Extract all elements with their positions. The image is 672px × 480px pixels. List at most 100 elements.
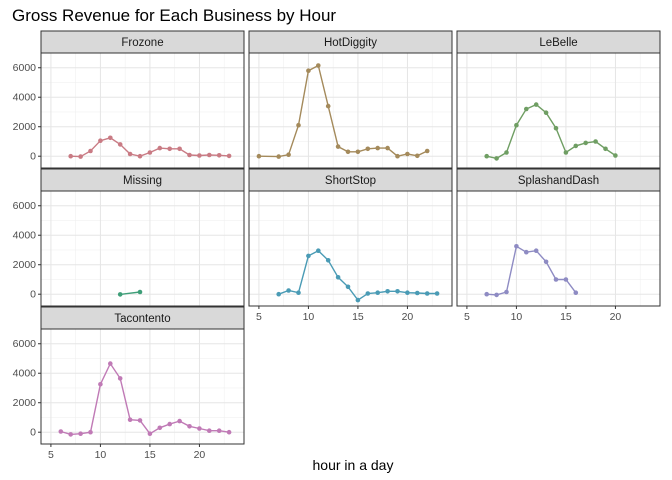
facet-strip-label: SplashandDash [518, 175, 599, 187]
data-point [573, 143, 579, 149]
data-point [117, 142, 123, 147]
data-point [504, 150, 509, 155]
facet-panel-missing: Missing 0 2000 4000 6000 [13, 168, 245, 307]
data-point [385, 145, 390, 151]
x-tick-label: 5 [48, 449, 54, 461]
data-point [157, 425, 163, 431]
data-point [286, 288, 291, 293]
data-point [494, 292, 499, 298]
panel-background [41, 191, 244, 306]
data-point [325, 258, 331, 263]
data-point [226, 153, 232, 159]
data-point [385, 289, 390, 294]
facet-strip-label: ShortStop [325, 175, 376, 187]
x-tick-label: 5 [256, 311, 262, 323]
y-tick-label: 4000 [13, 92, 37, 104]
y-tick-label: 4000 [13, 230, 37, 242]
data-point [613, 153, 618, 158]
series-line-missing [120, 291, 141, 296]
panel-border [456, 190, 661, 307]
x-tick-label: 20 [194, 449, 206, 461]
data-point [207, 152, 212, 158]
data-point [256, 153, 262, 159]
data-point [147, 150, 153, 155]
data-point [553, 277, 559, 282]
facet-strip-label: Frozone [121, 37, 163, 49]
y-tick-label: 2000 [13, 259, 37, 271]
panel-border [40, 190, 245, 307]
data-point [306, 68, 311, 73]
data-point [553, 125, 559, 131]
data-point [316, 63, 321, 68]
data-point [197, 153, 202, 158]
data-point [157, 145, 163, 151]
data-point [504, 289, 509, 295]
facet-strip-label: HotDiggity [324, 37, 377, 49]
data-point [573, 290, 579, 296]
data-point [276, 291, 282, 297]
x-tick-label: 20 [610, 311, 622, 323]
data-point [296, 290, 301, 296]
y-tick-label: 4000 [13, 368, 37, 380]
data-point [88, 429, 93, 435]
data-point [375, 290, 381, 296]
data-point [325, 103, 331, 109]
data-point [365, 146, 371, 152]
facet-strip-label: Tacontento [114, 313, 170, 325]
data-point [167, 146, 172, 152]
data-point [187, 152, 192, 158]
x-tick-label: 10 [511, 311, 523, 323]
data-point [543, 259, 549, 265]
x-tick-label: 15 [144, 449, 156, 461]
data-point [395, 289, 400, 294]
data-point [127, 151, 133, 157]
panel-border [456, 52, 661, 169]
data-point [88, 148, 93, 154]
y-tick-label: 6000 [13, 62, 37, 74]
data-point [494, 156, 499, 161]
data-point [335, 144, 341, 149]
data-point [424, 291, 430, 296]
data-point [137, 289, 143, 295]
data-point [207, 428, 212, 434]
data-point [514, 122, 519, 128]
data-point [563, 150, 569, 155]
facet-panel-lebelle: LeBelle [456, 30, 661, 169]
x-tick-label: 5 [464, 311, 470, 323]
data-point [524, 106, 529, 112]
data-point [216, 428, 222, 434]
data-point [335, 275, 341, 280]
panel-background [249, 53, 452, 168]
facet-panel-hotdiggity: HotDiggity [248, 30, 453, 169]
data-point [415, 153, 420, 159]
data-point [424, 148, 430, 154]
x-axis-label: hour in a day [313, 457, 394, 473]
data-point [524, 249, 529, 255]
data-point [78, 154, 83, 159]
data-point [137, 418, 143, 423]
data-point [484, 291, 490, 297]
y-tick-label: 2000 [13, 121, 37, 133]
facet-panel-tacontento: Tacontento 0 2000 4000 6000 5 10 15 20 [13, 306, 245, 461]
y-tick-label: 0 [30, 151, 36, 163]
data-point [216, 153, 222, 158]
panel-border [248, 52, 453, 169]
data-point [603, 146, 608, 152]
data-point [533, 102, 539, 107]
data-point [563, 277, 569, 282]
x-tick-label: 15 [560, 311, 572, 323]
x-tick-label: 20 [402, 311, 414, 323]
data-point [197, 426, 202, 431]
data-point [127, 417, 133, 423]
data-point [117, 292, 123, 297]
data-point [276, 154, 282, 159]
chart-title: Gross Revenue for Each Business by Hour [12, 6, 336, 25]
data-point [98, 138, 103, 143]
data-point [395, 153, 400, 159]
y-tick-label: 0 [30, 289, 36, 301]
data-point [177, 146, 182, 152]
panel-background [41, 329, 244, 444]
data-point [68, 432, 73, 437]
x-tick-label: 10 [303, 311, 315, 323]
